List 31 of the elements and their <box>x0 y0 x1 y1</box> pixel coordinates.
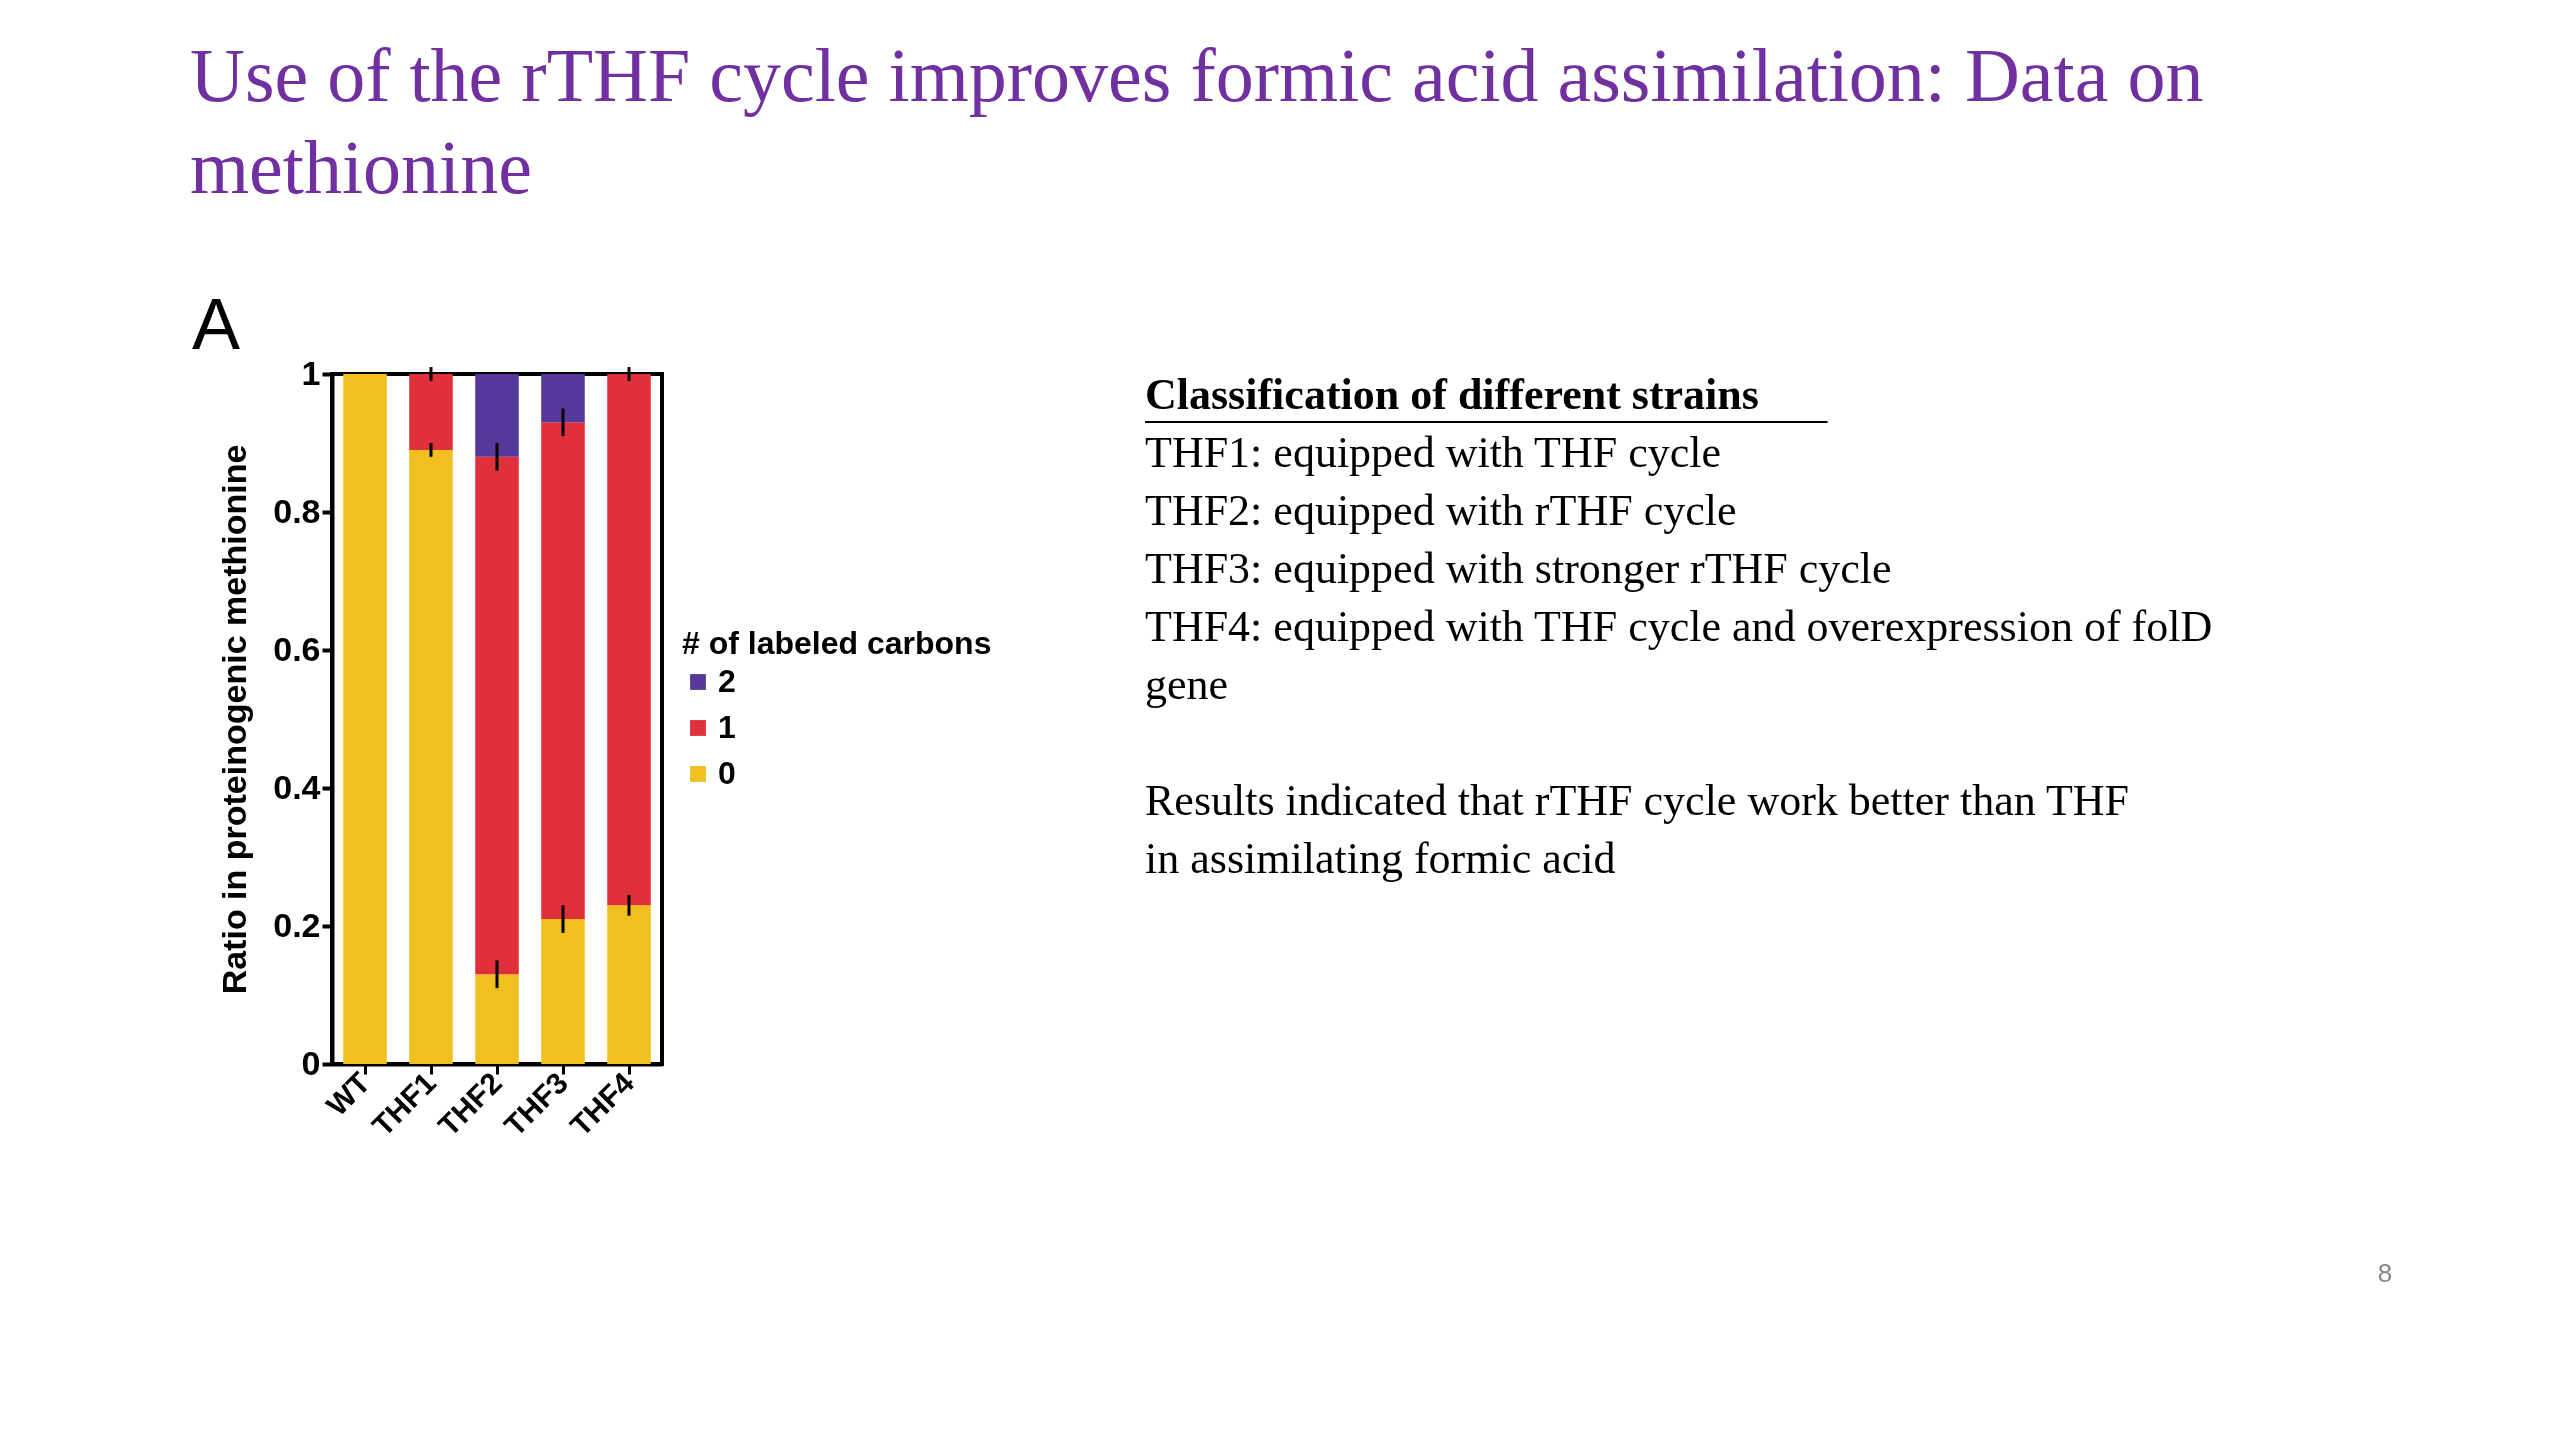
legend-label: 0 <box>718 755 736 791</box>
bar <box>409 374 453 450</box>
text: Classification of different strains <box>1145 370 1759 419</box>
text: Results indicated that rTHF cycle work better than THF in assimilating formic acid <box>1145 776 2130 883</box>
text: THF1: equipped with THF cycle <box>1145 428 1721 477</box>
y-tick-label: 0.6 <box>273 629 321 668</box>
bar <box>541 919 585 1064</box>
text: Use of the rTHF cycle improves formic acid assimilation: Data on methionine <box>190 33 2204 209</box>
bar <box>409 449 453 1064</box>
y-tick-label: 1 <box>301 353 321 392</box>
y-tick-label: 0.8 <box>273 491 321 530</box>
text: THF2: equipped with rTHF cycle <box>1145 486 1737 535</box>
text: THF4: equipped with THF cycle and overexpression of folD gene <box>1145 602 2213 709</box>
bar <box>607 905 651 1064</box>
text: THF3: equipped with stronger rTHF cycle <box>1145 544 1892 593</box>
bar <box>343 374 387 1064</box>
text: 8 <box>2377 1258 2393 1288</box>
bar <box>475 456 519 975</box>
bar <box>475 374 519 457</box>
text: A <box>192 284 241 364</box>
bar <box>541 374 585 423</box>
bar <box>475 974 519 1064</box>
bar <box>541 422 585 920</box>
legend-label: 2 <box>718 663 736 699</box>
y-tick-label: 0.2 <box>273 905 321 944</box>
y-tick-label: 0 <box>301 1043 321 1082</box>
y-tick-label: 0.4 <box>273 767 321 806</box>
y-axis-title: Ratio in proteinogenic methionine <box>215 444 254 995</box>
bar <box>607 374 651 906</box>
legend-title: # of labeled carbons <box>682 625 992 661</box>
legend-label: 1 <box>718 709 736 745</box>
